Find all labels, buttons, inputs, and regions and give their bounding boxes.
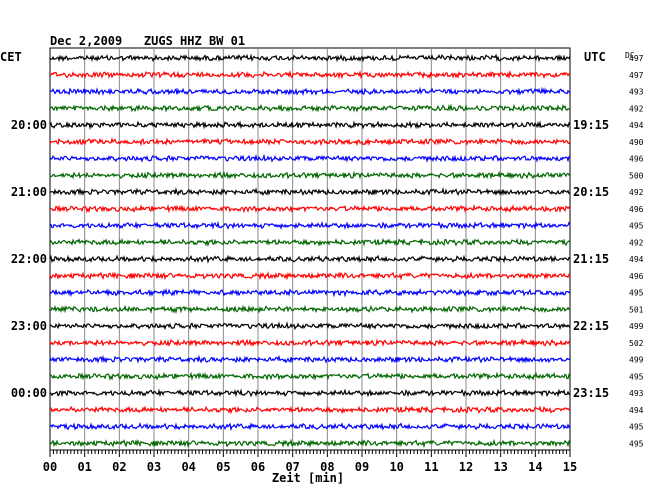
dc-value: 495 [629,289,644,298]
label-layer: Dec 2,2009 ZUGS HHZ BW 01 CET UTC DC Zei… [0,34,644,485]
grid-layer [49,47,571,451]
seismic-trace [49,186,571,197]
cet-time-label: 22:00 [11,252,47,266]
x-tick-label: 06 [251,460,265,474]
x-tick-label: 03 [147,460,161,474]
seismic-trace [49,237,571,247]
dc-value: 493 [629,389,644,398]
dc-value: 496 [629,272,644,281]
axis-layer: 00 01 02 03 04 05 06 07 08 09 10 11 12 13 14 15 [43,450,577,474]
cet-label: CET [0,50,22,64]
x-tick-label: 12 [459,460,473,474]
x-tick-label: 07 [285,460,299,474]
cet-time-label: 23:00 [11,319,47,333]
utc-time-label: 19:15 [573,118,609,132]
trace-layer [49,53,571,449]
seismic-trace [49,69,571,80]
seismic-trace [49,137,571,147]
dc-value: 493 [629,88,644,97]
x-tick-label: 11 [424,460,438,474]
cet-time-label: 20:00 [11,118,47,132]
utc-label: UTC [584,50,606,64]
seismic-trace [49,405,571,415]
seismic-trace [49,321,571,331]
seismic-trace [49,53,571,63]
dc-value: 497 [629,71,644,80]
dc-value: 495 [629,372,644,381]
x-tick-label: 04 [181,460,195,474]
dc-value: 499 [629,356,644,365]
x-tick-label: 14 [528,460,542,474]
dc-value: 496 [629,155,644,164]
utc-time-label: 23:15 [573,386,609,400]
x-tick-label: 10 [389,460,403,474]
chart-title: Dec 2,2009 ZUGS HHZ BW 01 [50,34,245,48]
x-tick-label: 13 [493,460,507,474]
dc-value: 495 [629,222,644,231]
dc-value: 495 [629,423,644,432]
seismic-trace [49,438,571,449]
seismic-trace [49,254,571,264]
seismic-trace [49,120,571,130]
dc-value: 494 [629,406,644,415]
dc-value: 496 [629,205,644,214]
utc-time-label: 21:15 [573,252,609,266]
dc-value: 499 [629,322,644,331]
seismic-trace [49,220,571,231]
x-tick-label: 02 [112,460,126,474]
x-tick-label: 01 [77,460,91,474]
seismic-trace [49,86,571,97]
seismic-trace [49,354,571,364]
dc-value: 492 [629,188,644,197]
x-axis-label: Zeit [min] [272,471,344,485]
dc-value: 494 [629,121,644,130]
dc-value: 497 [629,54,644,63]
seismic-trace [49,288,571,298]
x-tick-label: 09 [355,460,369,474]
seismic-trace [49,271,571,281]
dc-value: 501 [629,305,644,314]
dc-value: 494 [629,255,644,264]
cet-time-label: 21:00 [11,185,47,199]
seismic-trace [49,103,571,113]
seismic-trace [49,337,571,348]
dc-value: 490 [629,138,644,147]
dc-value: 492 [629,104,644,113]
dc-value: 492 [629,238,644,247]
cet-time-label: 00:00 [11,386,47,400]
seismic-trace [49,304,571,315]
utc-time-label: 20:15 [573,185,609,199]
x-tick-label: 05 [216,460,230,474]
dc-value: 500 [629,171,644,180]
seismic-trace [49,422,571,432]
x-tick-label: 00 [43,460,57,474]
seismic-trace [49,170,571,180]
x-tick-label: 15 [563,460,577,474]
utc-time-label: 22:15 [573,319,609,333]
dc-label: DC [625,51,635,60]
seismic-trace [49,388,571,398]
seismic-trace [49,153,571,164]
dc-value: 495 [629,439,644,448]
seismic-trace [49,371,571,381]
seismic-trace [49,203,571,214]
dc-value: 502 [629,339,644,348]
x-tick-label: 08 [320,460,334,474]
